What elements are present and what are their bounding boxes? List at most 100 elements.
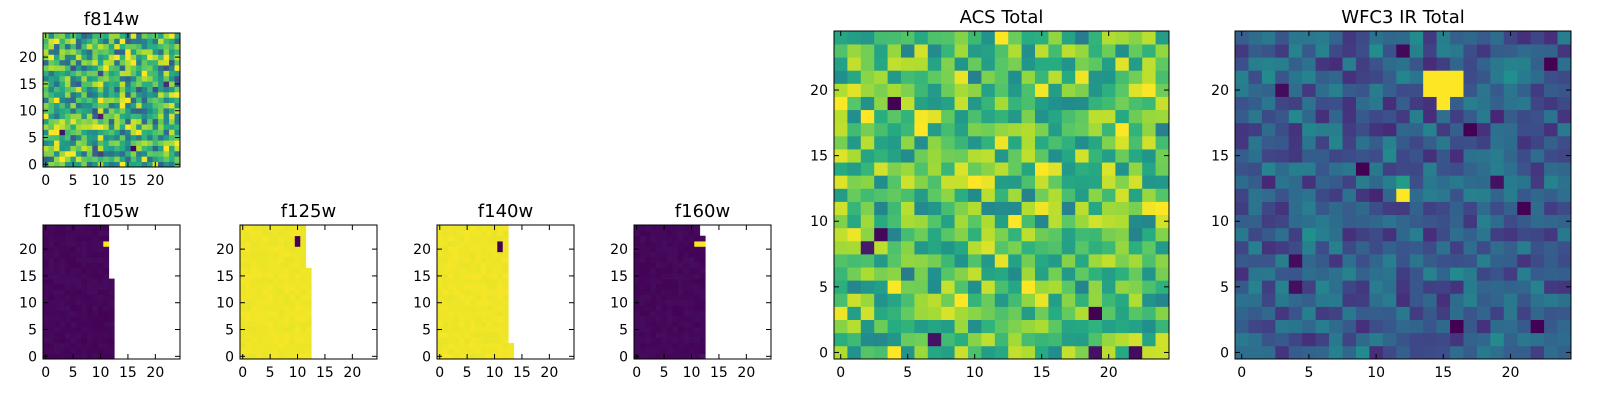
heatmap-cell bbox=[874, 175, 888, 189]
heatmap-cell bbox=[1061, 44, 1076, 58]
y-tick-label: 0 bbox=[1220, 345, 1229, 361]
heatmap-cell bbox=[163, 59, 170, 66]
heatmap-cell bbox=[1396, 135, 1411, 150]
heatmap-cell bbox=[158, 129, 164, 136]
heatmap-cell bbox=[860, 57, 875, 71]
heatmap-cell bbox=[1021, 135, 1036, 150]
heatmap-cell bbox=[75, 294, 82, 301]
heatmap-cell bbox=[860, 83, 875, 97]
heatmap-cell bbox=[1128, 175, 1143, 189]
heatmap-cell bbox=[125, 140, 132, 146]
heatmap-cell bbox=[1088, 149, 1103, 163]
heatmap-cell bbox=[48, 316, 55, 322]
y-tick-label: 5 bbox=[619, 323, 628, 339]
heatmap-cell bbox=[1048, 227, 1063, 242]
heatmap-cell bbox=[272, 251, 279, 258]
heatmap-cell bbox=[1490, 214, 1505, 229]
heatmap-cell bbox=[688, 321, 695, 328]
heatmap-cell bbox=[174, 118, 181, 125]
heatmap-cell bbox=[272, 305, 279, 312]
heatmap-cell bbox=[1396, 280, 1411, 294]
heatmap-cell bbox=[1369, 109, 1384, 124]
heatmap-cell bbox=[1235, 345, 1249, 360]
heatmap-cell bbox=[245, 342, 252, 349]
heatmap-cell bbox=[92, 300, 99, 306]
heatmap-cell bbox=[1450, 135, 1464, 150]
heatmap-cell bbox=[683, 342, 690, 349]
heatmap-cell bbox=[70, 273, 77, 279]
heatmap-cell bbox=[672, 262, 679, 269]
heatmap-cell bbox=[954, 240, 969, 255]
heatmap-cell bbox=[256, 321, 263, 328]
heatmap-cell bbox=[1436, 109, 1451, 124]
heatmap-cell bbox=[968, 149, 982, 163]
heatmap-cell bbox=[86, 230, 93, 237]
heatmap-cell bbox=[163, 102, 170, 109]
heatmap-cell bbox=[1061, 280, 1076, 294]
heatmap-cell bbox=[119, 43, 126, 50]
heatmap-cell bbox=[125, 54, 132, 61]
heatmap-cell bbox=[1302, 319, 1316, 334]
heatmap-cell bbox=[887, 162, 902, 176]
heatmap-cell bbox=[174, 43, 181, 50]
heatmap-cell bbox=[64, 316, 71, 322]
heatmap-cell bbox=[1035, 254, 1049, 268]
heatmap-cell bbox=[240, 251, 246, 258]
heatmap-cell bbox=[70, 124, 77, 130]
heatmap-cell bbox=[158, 70, 164, 77]
heatmap-cell bbox=[1261, 332, 1276, 347]
heatmap-cell bbox=[125, 75, 132, 82]
x-tick-label: 5 bbox=[463, 365, 472, 381]
heatmap-cell bbox=[1342, 201, 1357, 216]
heatmap-cell bbox=[1450, 280, 1464, 294]
heatmap-cell bbox=[130, 113, 137, 120]
heatmap-cell bbox=[92, 310, 99, 317]
heatmap-cell bbox=[458, 348, 465, 354]
heatmap-cell bbox=[114, 145, 121, 152]
heatmap-cell bbox=[158, 145, 164, 152]
heatmap-cell bbox=[1369, 293, 1384, 307]
heatmap-cell bbox=[108, 108, 115, 114]
heatmap-cell bbox=[53, 273, 60, 279]
heatmap-cell bbox=[901, 267, 915, 281]
heatmap-cell bbox=[64, 70, 71, 77]
heatmap-cell bbox=[1490, 44, 1505, 58]
heatmap-cell bbox=[1503, 280, 1518, 294]
heatmap-cell bbox=[672, 267, 679, 274]
heatmap-cell bbox=[1102, 293, 1116, 307]
heatmap-cell bbox=[267, 273, 274, 279]
heatmap-cell bbox=[1008, 44, 1022, 58]
heatmap-cell bbox=[699, 267, 706, 274]
heatmap-cell bbox=[59, 300, 66, 306]
heatmap-cell bbox=[59, 124, 66, 130]
heatmap-cell bbox=[497, 273, 504, 279]
heatmap-cell bbox=[59, 332, 66, 338]
heatmap-cell bbox=[53, 161, 60, 168]
heatmap-cell bbox=[1544, 57, 1558, 71]
heatmap-cell bbox=[874, 332, 888, 347]
heatmap-cell bbox=[650, 273, 657, 279]
heatmap-cell bbox=[1035, 201, 1049, 216]
heatmap-cell bbox=[240, 262, 246, 269]
heatmap-cell bbox=[491, 342, 498, 349]
heatmap-cell bbox=[97, 59, 104, 66]
heatmap-cell bbox=[502, 235, 509, 242]
heatmap-cell bbox=[981, 135, 996, 150]
heatmap-cell bbox=[1329, 227, 1343, 242]
heatmap-cell bbox=[847, 109, 862, 124]
heatmap-cell bbox=[152, 65, 159, 71]
heatmap-cell bbox=[305, 300, 312, 306]
heatmap-cell bbox=[245, 257, 252, 263]
heatmap-cell bbox=[1369, 96, 1384, 111]
heatmap-cell bbox=[1342, 293, 1357, 307]
heatmap-cell bbox=[163, 81, 170, 87]
heatmap-cell bbox=[941, 96, 955, 111]
heatmap-cell bbox=[64, 150, 71, 157]
x-tick-label: 20 bbox=[343, 365, 361, 381]
heatmap-cell bbox=[1530, 162, 1545, 176]
heatmap-cell bbox=[119, 118, 126, 125]
heatmap-cell bbox=[650, 251, 657, 258]
heatmap-cell bbox=[97, 43, 104, 50]
heatmap-cell bbox=[1450, 254, 1464, 268]
heatmap-cell bbox=[1369, 240, 1384, 255]
